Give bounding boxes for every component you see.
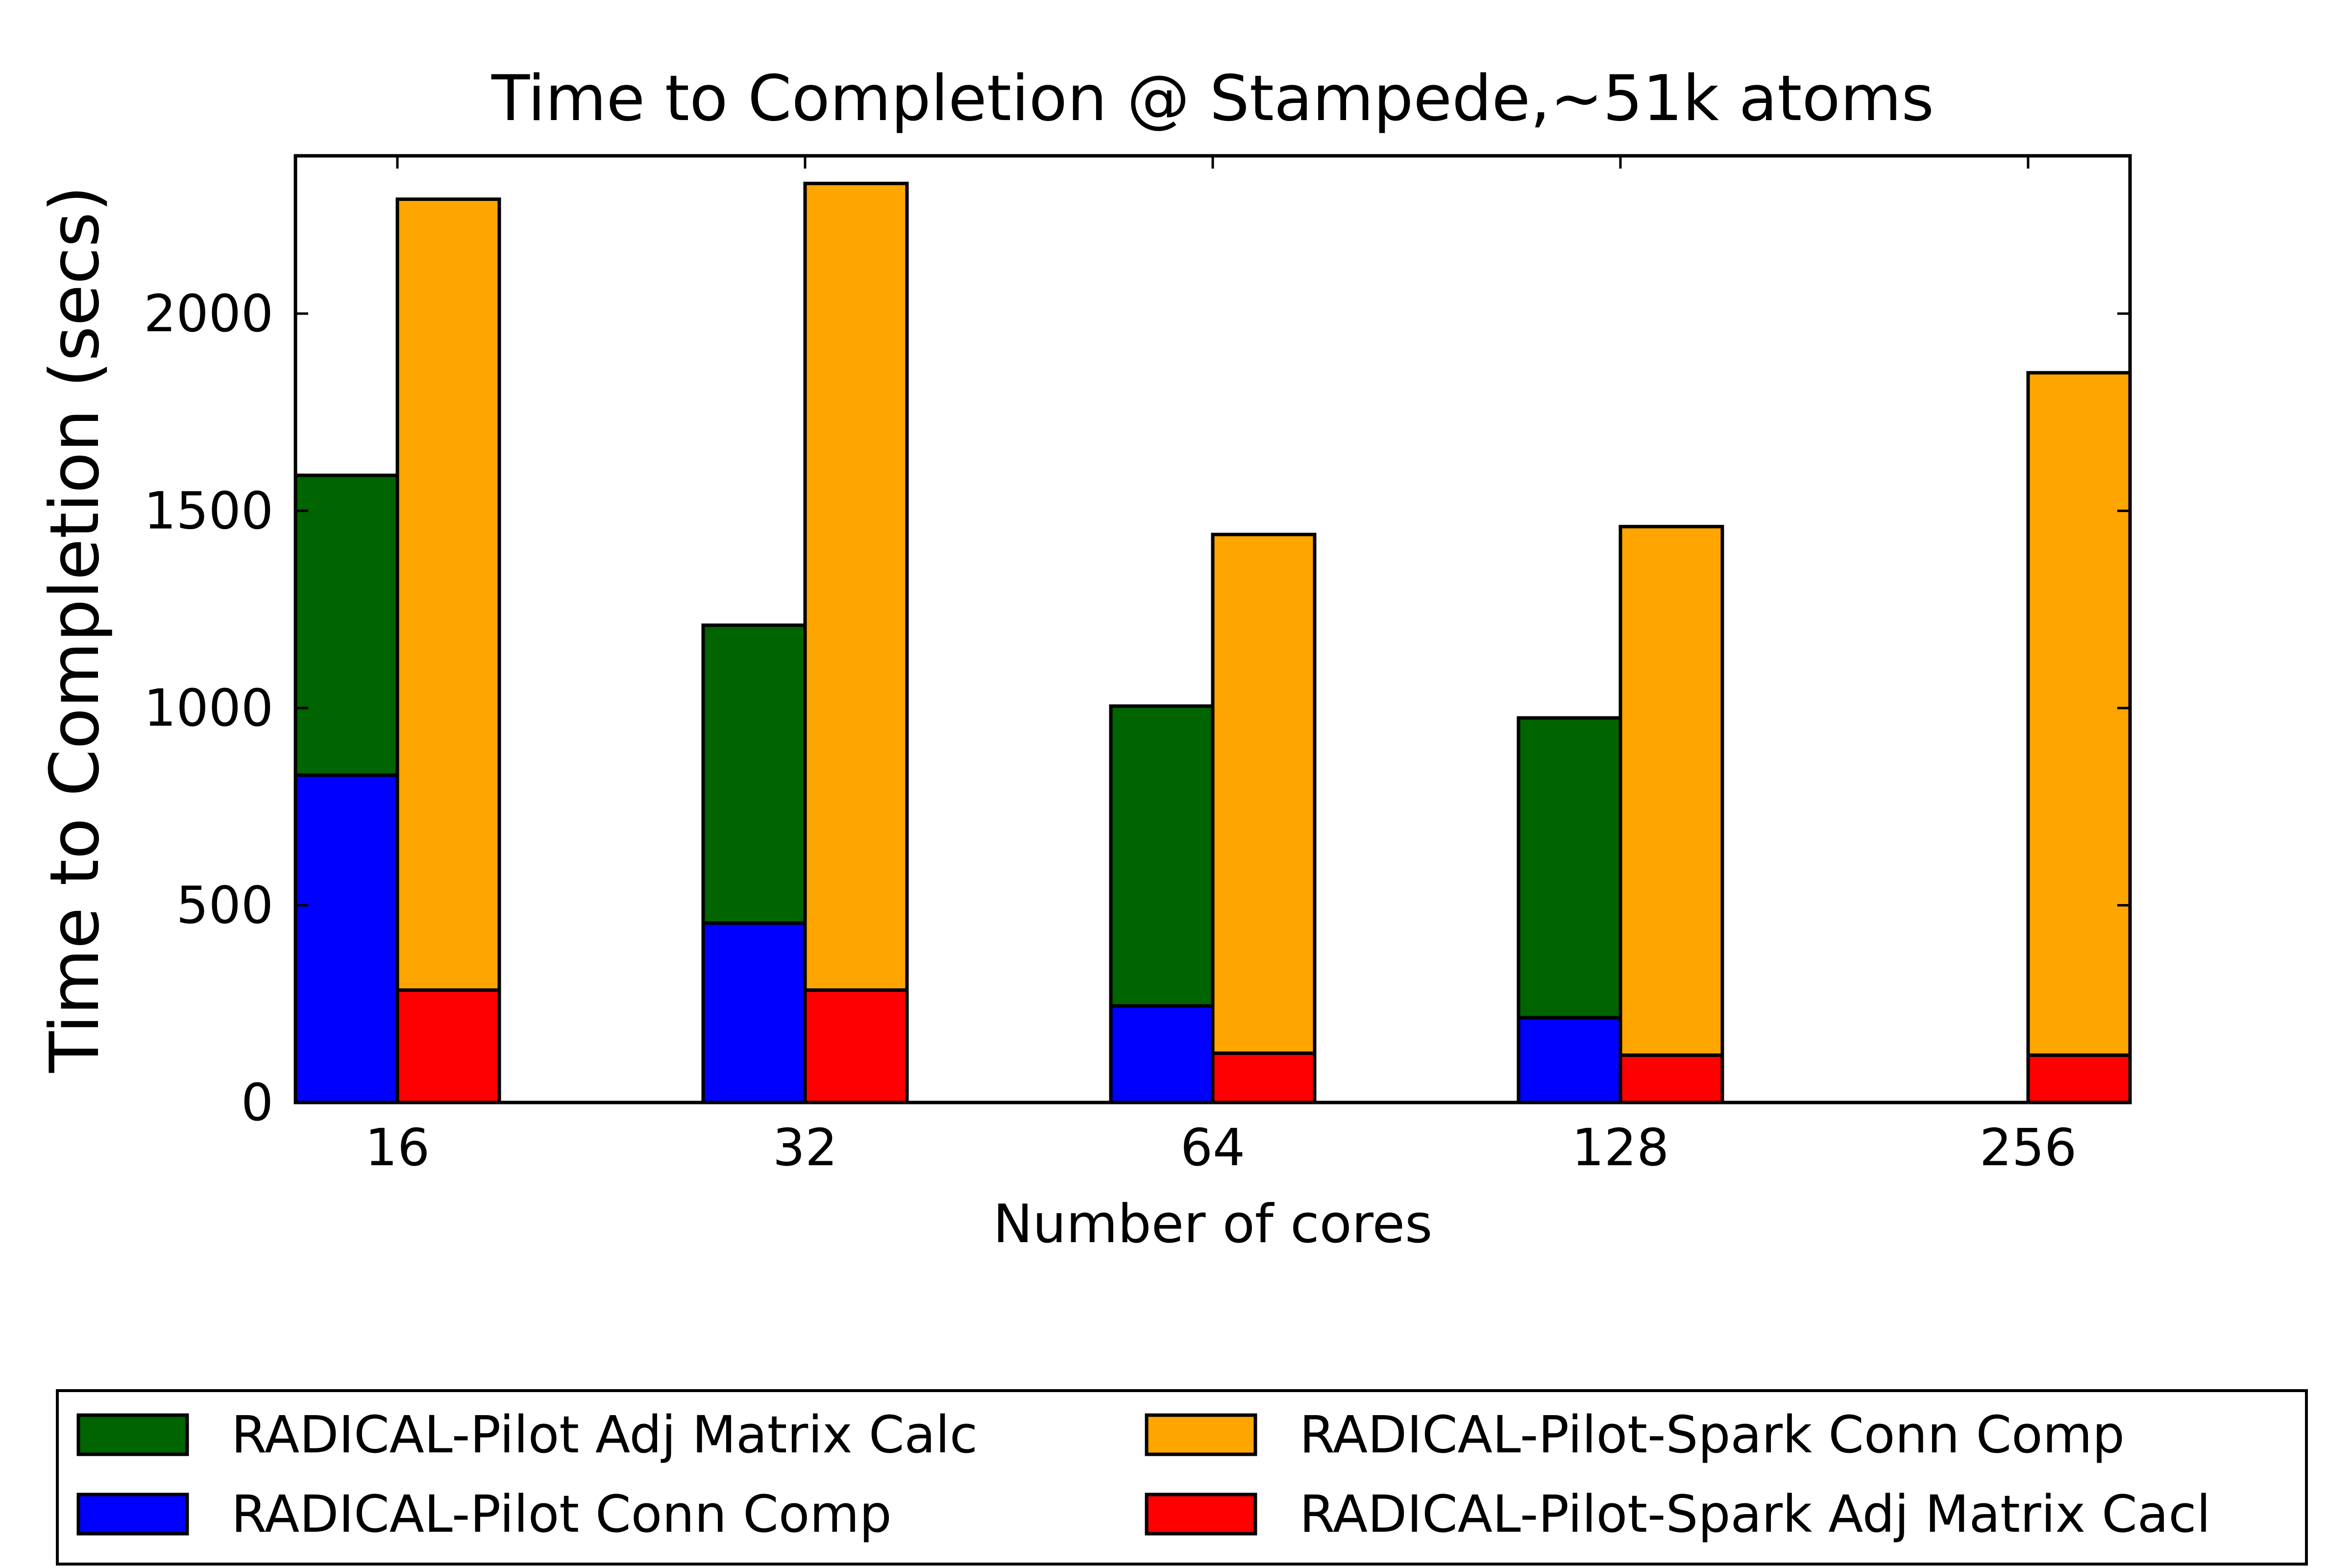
chart-title: Time to Completion @ Stampede,~51k atoms xyxy=(491,62,1934,135)
bar-radical-pilot-spark-conn-comp-64 xyxy=(1211,533,1317,1055)
bar-radical-pilot-conn-comp-128 xyxy=(1517,1016,1622,1104)
legend-label-radical-pilot-spark-adj-matrix-cacl: RADICAL-Pilot-Spark Adj Matrix Cacl xyxy=(1299,1484,2211,1544)
bar-radical-pilot-spark-conn-comp-128 xyxy=(1618,525,1724,1057)
x-tick-label: 128 xyxy=(1572,1118,1669,1177)
bar-radical-pilot-spark-adj-matrix-cacl-64 xyxy=(1211,1051,1317,1104)
x-tick-label: 64 xyxy=(1180,1118,1245,1177)
legend-swatch-radical-pilot-conn-comp xyxy=(76,1493,189,1536)
bar-radical-pilot-spark-conn-comp-16 xyxy=(395,197,501,992)
plot-area-frame xyxy=(294,154,2132,1104)
legend-label-radical-pilot-spark-conn-comp: RADICAL-Pilot-Spark Conn Comp xyxy=(1299,1405,2125,1465)
ticks: 0 500 1000 1500 2000 16 32 64 128 256 xyxy=(144,156,2130,1177)
y-tick-label: 1500 xyxy=(144,481,273,541)
bar-radical-pilot-spark-adj-matrix-cacl-32 xyxy=(803,988,909,1104)
x-tick-label: 256 xyxy=(1980,1118,2077,1177)
y-tick-label: 500 xyxy=(176,876,273,935)
bar-radical-pilot-conn-comp-64 xyxy=(1109,1004,1215,1104)
legend-label-radical-pilot-adj-matrix-calc: RADICAL-Pilot Adj Matrix Calc xyxy=(231,1405,978,1465)
y-tick-label: 2000 xyxy=(144,284,273,343)
legend-items: RADICAL-Pilot Adj Matrix Calc RADICAL-Pil… xyxy=(76,1405,2211,1544)
bar-radical-pilot-adj-matrix-calc-16 xyxy=(294,473,399,777)
bar-radical-pilot-spark-conn-comp-256 xyxy=(2026,371,2132,1057)
legend-swatch-radical-pilot-adj-matrix-calc xyxy=(76,1413,189,1456)
bar-radical-pilot-adj-matrix-calc-32 xyxy=(701,623,807,925)
legend-label-radical-pilot-conn-comp: RADICAL-Pilot Conn Comp xyxy=(231,1484,892,1544)
x-axis-label: Number of cores xyxy=(993,1194,1433,1255)
y-tick-label: 0 xyxy=(241,1073,273,1132)
bar-radical-pilot-conn-comp-16 xyxy=(294,773,399,1104)
x-tick-label: 32 xyxy=(773,1118,837,1177)
bars xyxy=(294,181,2132,1104)
bar-radical-pilot-spark-conn-comp-32 xyxy=(803,181,909,992)
bar-radical-pilot-spark-adj-matrix-cacl-128 xyxy=(1618,1053,1724,1104)
legend-swatch-radical-pilot-spark-conn-comp xyxy=(1145,1413,1257,1456)
legend-swatch-radical-pilot-spark-adj-matrix-cacl xyxy=(1145,1493,1257,1536)
x-tick-label: 16 xyxy=(365,1118,430,1177)
bar-radical-pilot-spark-adj-matrix-cacl-256 xyxy=(2026,1053,2132,1104)
y-tick-label: 1000 xyxy=(144,678,273,738)
y-axis-label: Time to Completion (secs) xyxy=(35,186,114,1074)
bar-radical-pilot-adj-matrix-calc-128 xyxy=(1517,716,1622,1020)
bar-radical-pilot-spark-adj-matrix-cacl-16 xyxy=(395,988,501,1104)
legend: RADICAL-Pilot Adj Matrix Calc RADICAL-Pil… xyxy=(56,1389,2308,1566)
bar-radical-pilot-adj-matrix-calc-64 xyxy=(1109,704,1215,1008)
bar-radical-pilot-conn-comp-32 xyxy=(701,921,807,1104)
